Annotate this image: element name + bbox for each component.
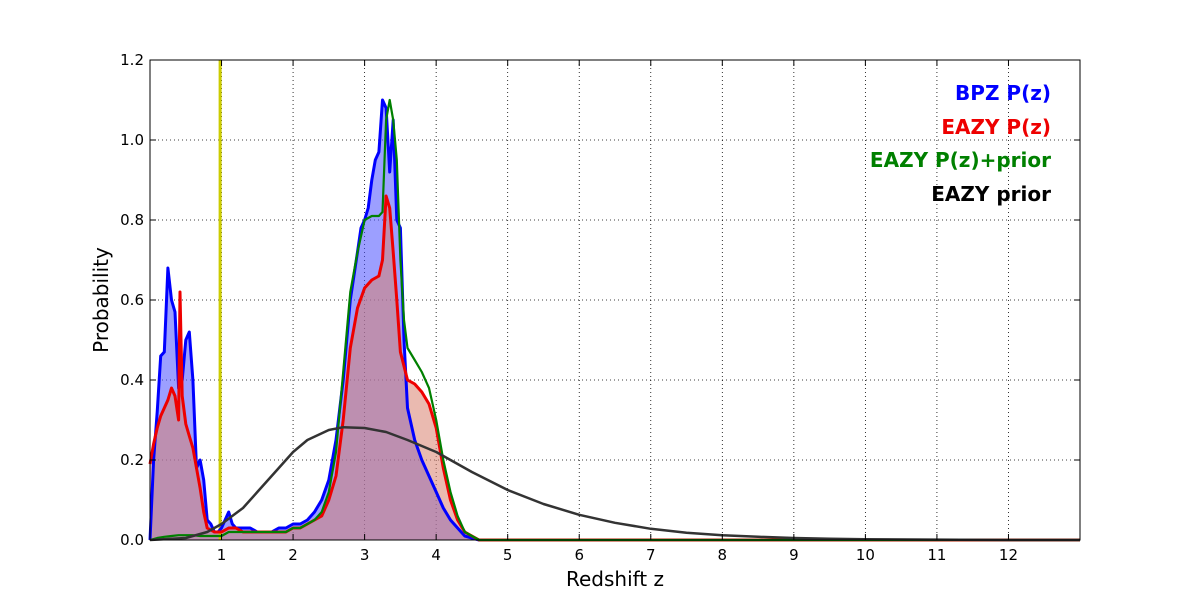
x-tick-label: 12 — [999, 546, 1018, 564]
legend-eazy-prior: EAZY prior — [931, 182, 1051, 206]
series-line-3 — [149, 425, 1080, 542]
y-tick-label: 0.0 — [120, 531, 144, 549]
x-tick-label: 7 — [646, 546, 656, 564]
y-tick-labels: 0.0 0.2 0.4 0.6 0.8 1.0 1.2 — [120, 51, 144, 549]
legend-eazy: EAZY P(z) — [941, 115, 1051, 139]
y-tick-label: 1.2 — [120, 51, 144, 69]
x-tick-label: 5 — [503, 546, 513, 564]
series-line-2 — [149, 98, 1080, 542]
y-tick-label: 0.4 — [120, 371, 144, 389]
x-tick-label: 9 — [789, 546, 799, 564]
x-tick-label: 3 — [360, 546, 370, 564]
series-line-1 — [148, 194, 1080, 542]
x-tick-label: 11 — [927, 546, 946, 564]
x-tick-label: 2 — [288, 546, 298, 564]
y-tick-label: 0.2 — [120, 451, 144, 469]
x-tick-labels: 1 2 3 4 5 6 7 8 9 10 11 12 — [217, 546, 1018, 564]
series-fill-1 — [150, 196, 1080, 540]
y-tick-label: 1.0 — [120, 131, 144, 149]
series-lines — [148, 98, 1080, 542]
y-axis-label: Probability — [89, 247, 113, 353]
legend-bpz: BPZ P(z) — [955, 81, 1051, 105]
x-tick-label: 4 — [431, 546, 441, 564]
x-tick-label: 8 — [718, 546, 728, 564]
y-tick-label: 0.8 — [120, 211, 144, 229]
legend: BPZ P(z) EAZY P(z) EAZY P(z)+prior EAZY … — [870, 81, 1051, 206]
x-axis-label: Redshift z — [566, 567, 664, 591]
x-tick-label: 10 — [856, 546, 875, 564]
grid-lines — [150, 60, 1080, 540]
x-tick-label: 6 — [574, 546, 584, 564]
x-tick-label: 1 — [217, 546, 227, 564]
legend-eazy-prior-combined: EAZY P(z)+prior — [870, 148, 1051, 172]
series-line-0 — [148, 98, 1080, 542]
axis-ticks — [150, 59, 1080, 541]
y-tick-label: 0.6 — [120, 291, 144, 309]
